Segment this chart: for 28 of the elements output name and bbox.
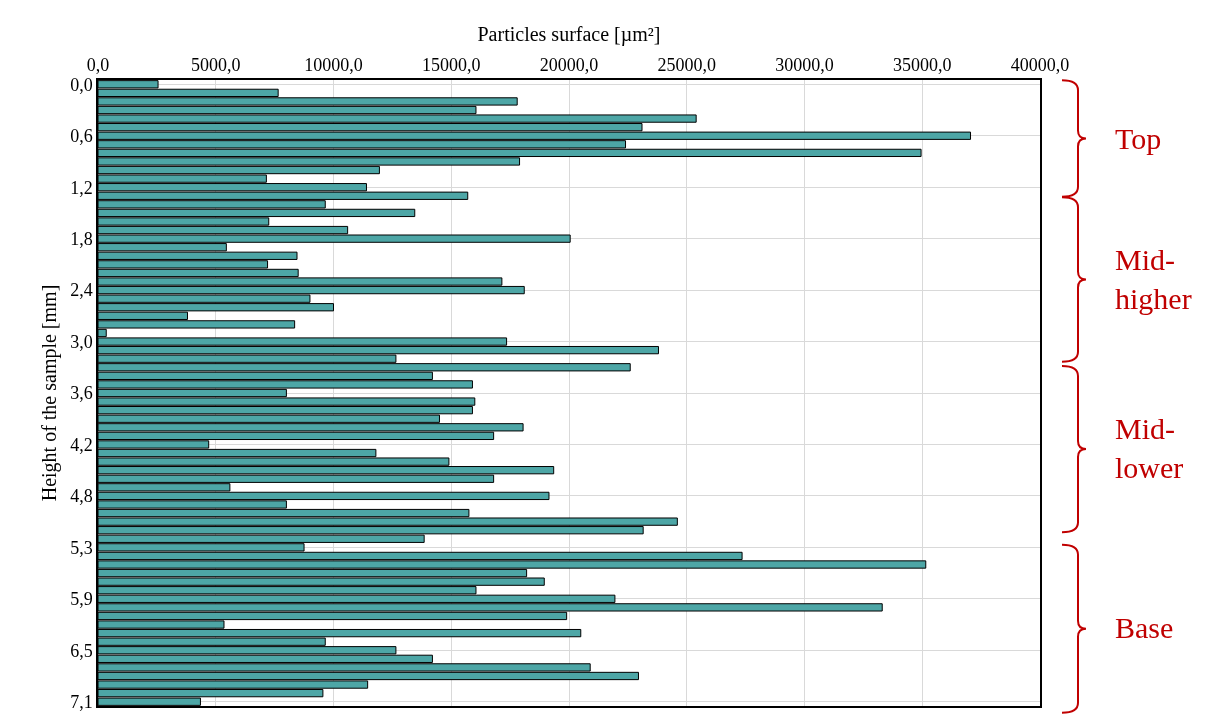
y-tick-label: 7,1: [70, 692, 93, 713]
y-tick-label: 0,6: [70, 126, 93, 147]
y-tick-label: 3,0: [70, 331, 93, 352]
x-tick-label: 20000,0: [539, 55, 599, 76]
y-tick-label: 5,3: [70, 537, 93, 558]
y-tick-label: 6,5: [70, 640, 93, 661]
text: Mid-higher: [1115, 243, 1192, 315]
y-tick-label: 0,0: [70, 74, 93, 95]
y-tick-label: 4,2: [70, 434, 93, 455]
y-tick-label: 4,8: [70, 486, 93, 507]
y-tick-label: 5,9: [70, 589, 93, 610]
x-tick-label: 40000,0: [1010, 55, 1070, 76]
x-tick-label: 35000,0: [893, 55, 952, 76]
y-tick-label: 1,2: [70, 177, 93, 198]
x-tick-label: 30000,0: [775, 55, 834, 76]
y-tick-label: 2,4: [70, 280, 93, 301]
x-tick-label: 0,0: [86, 55, 110, 76]
x-tick-label: 5000,0: [191, 55, 241, 76]
x-tick-label: 10000,0: [304, 55, 363, 76]
text: Base: [1115, 611, 1174, 644]
x-tick-label: 25000,0: [657, 55, 716, 76]
text: Top: [1115, 122, 1162, 155]
x-tick-label: 15000,0: [422, 55, 481, 76]
y-tick-label: 1,8: [70, 228, 93, 249]
x-axis-title: Particles surface [µm²]: [477, 23, 661, 47]
text: Mid-lower: [1115, 412, 1184, 484]
y-axis-title: Height of the sample [mm]: [38, 284, 62, 502]
y-tick-label: 3,6: [70, 383, 93, 404]
